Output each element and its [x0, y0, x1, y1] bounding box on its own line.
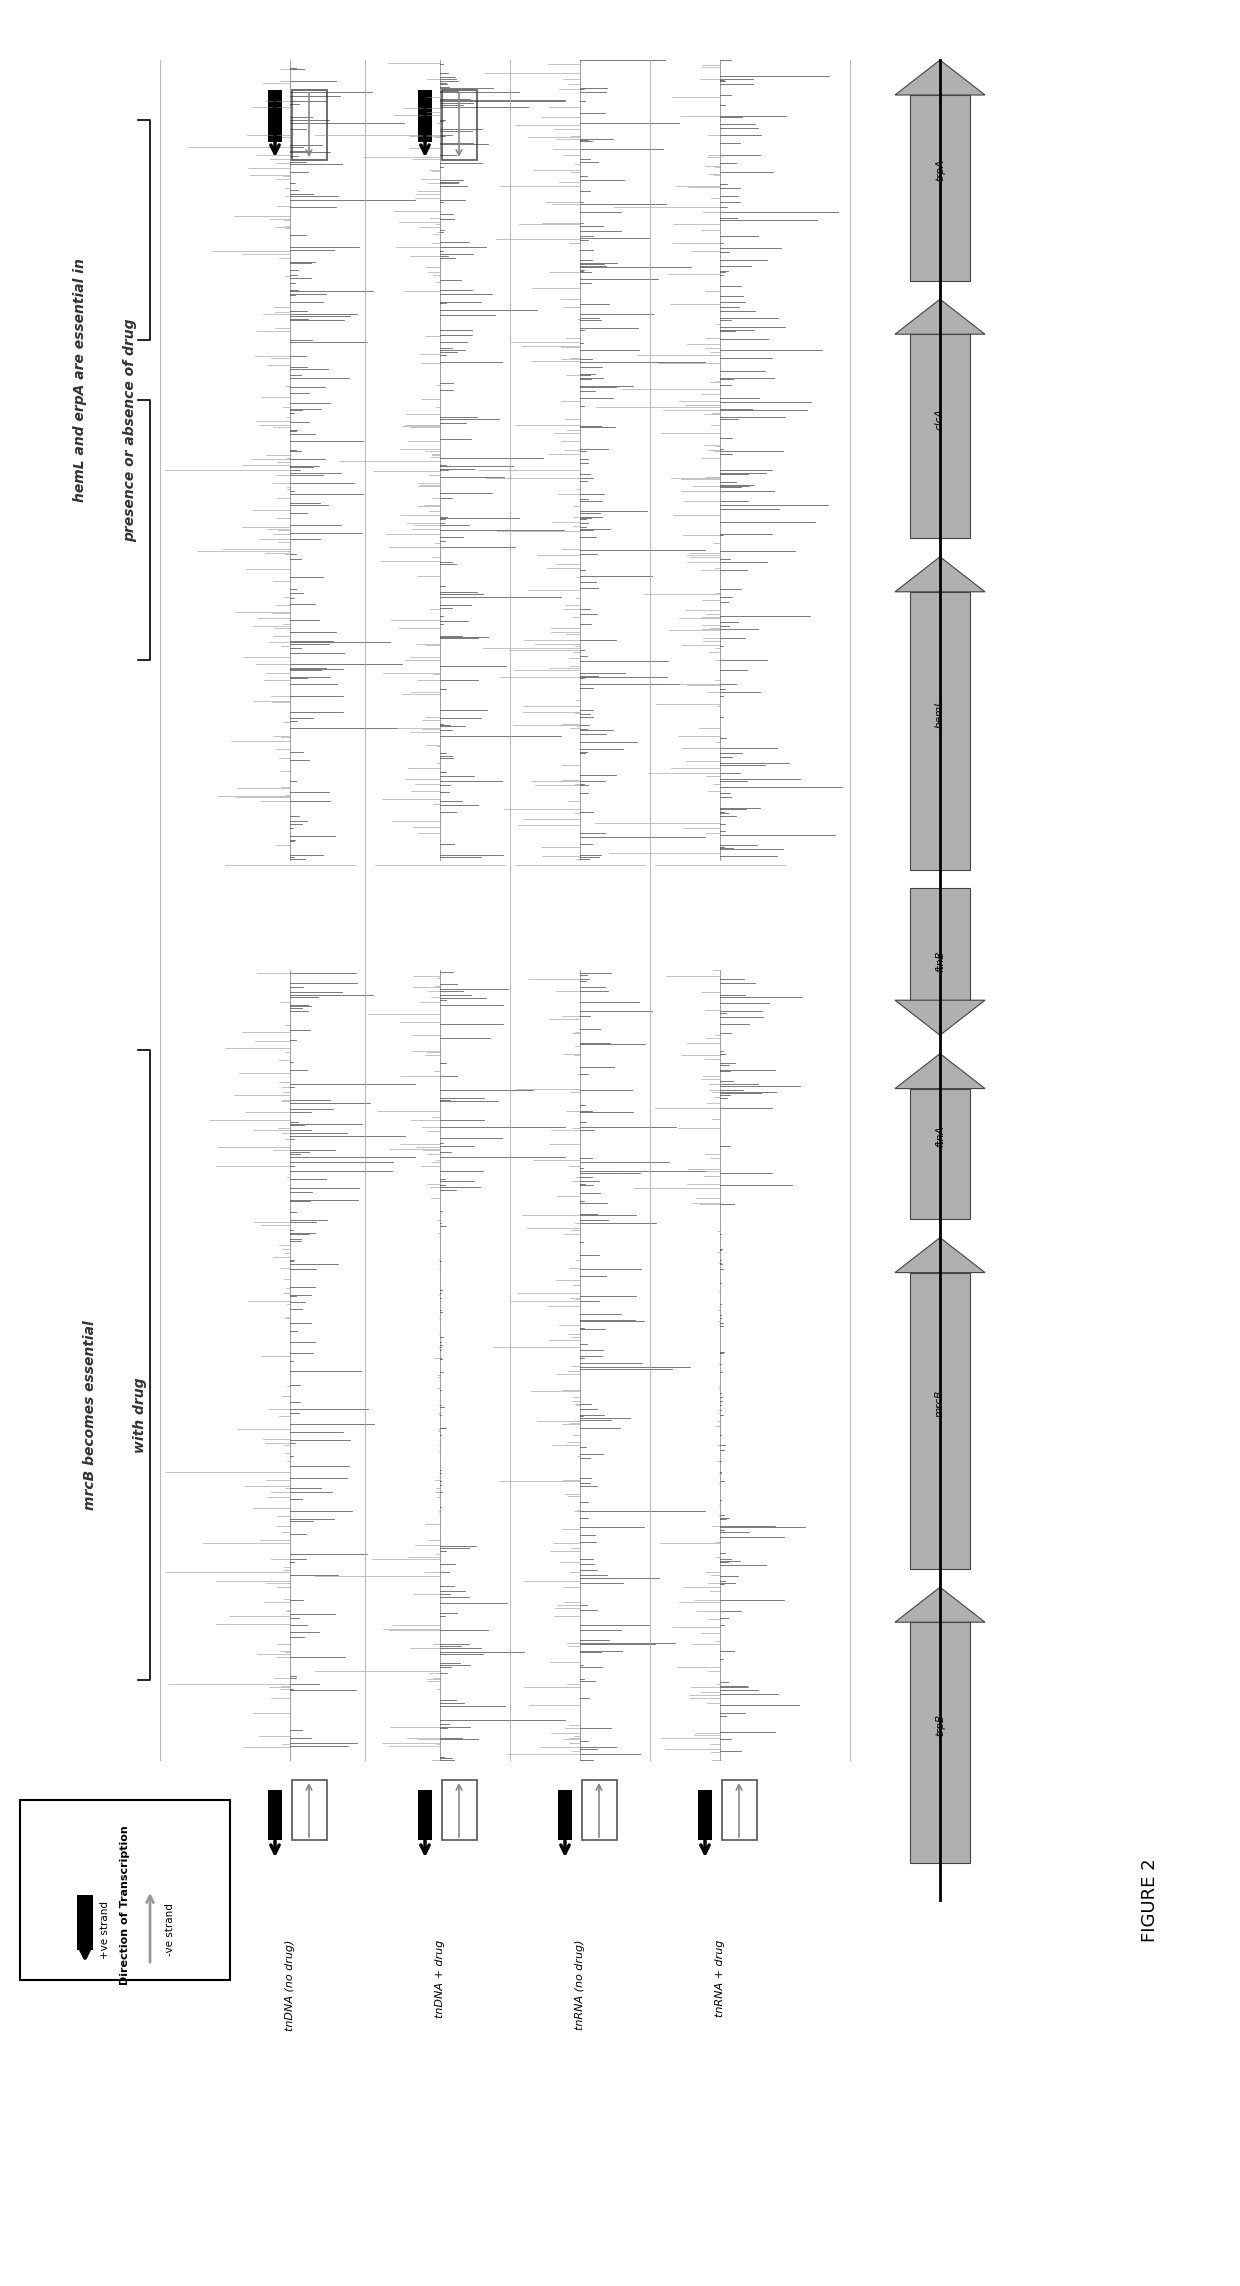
Text: tnDNA + drug: tnDNA + drug — [435, 1941, 445, 2019]
Bar — [910, 1088, 970, 1218]
Text: -ve strand: -ve strand — [165, 1904, 175, 1957]
Bar — [582, 1781, 618, 1840]
Text: hemL and erpA are essential in: hemL and erpA are essential in — [73, 258, 87, 503]
Bar — [441, 1781, 477, 1840]
Bar — [268, 89, 281, 142]
Text: trpA: trpA — [935, 160, 945, 181]
Bar — [77, 1895, 93, 1950]
Bar — [418, 89, 432, 142]
Bar — [910, 334, 970, 539]
Bar — [20, 1799, 229, 1980]
Text: clcA: clcA — [935, 407, 945, 430]
Polygon shape — [895, 1586, 985, 1623]
Bar — [910, 1273, 970, 1568]
Text: mrcB becomes essential: mrcB becomes essential — [83, 1319, 97, 1509]
Bar — [291, 1781, 327, 1840]
Text: Direction of Transcription: Direction of Transcription — [120, 1824, 130, 1984]
Text: ftnB: ftnB — [935, 951, 945, 972]
Text: tnRNA + drug: tnRNA + drug — [715, 1941, 725, 2016]
Bar — [910, 592, 970, 869]
Polygon shape — [895, 558, 985, 592]
Bar — [418, 1790, 432, 1840]
Bar — [722, 1781, 756, 1840]
Text: tnDNA (no drug): tnDNA (no drug) — [285, 1941, 295, 2032]
Text: with drug: with drug — [133, 1376, 148, 1452]
Bar — [558, 1790, 572, 1840]
Bar — [268, 1790, 281, 1840]
Text: hemL: hemL — [935, 700, 945, 727]
Bar — [910, 1623, 970, 1863]
Text: tnRNA (no drug): tnRNA (no drug) — [575, 1941, 585, 2030]
Polygon shape — [895, 299, 985, 334]
Text: presence or absence of drug: presence or absence of drug — [123, 318, 136, 542]
Bar — [910, 887, 970, 1001]
Polygon shape — [895, 1237, 985, 1273]
Text: ftnA: ftnA — [935, 1125, 945, 1148]
Text: FIGURE 2: FIGURE 2 — [1141, 1859, 1159, 1941]
Text: mrcB: mrcB — [935, 1390, 945, 1417]
Polygon shape — [895, 1001, 985, 1036]
Bar — [698, 1790, 712, 1840]
Bar — [910, 96, 970, 281]
Polygon shape — [895, 59, 985, 96]
Text: +ve strand: +ve strand — [100, 1902, 110, 1959]
Bar — [291, 89, 327, 160]
Text: trpB: trpB — [935, 1714, 945, 1737]
Bar — [441, 89, 477, 160]
Polygon shape — [895, 1054, 985, 1088]
